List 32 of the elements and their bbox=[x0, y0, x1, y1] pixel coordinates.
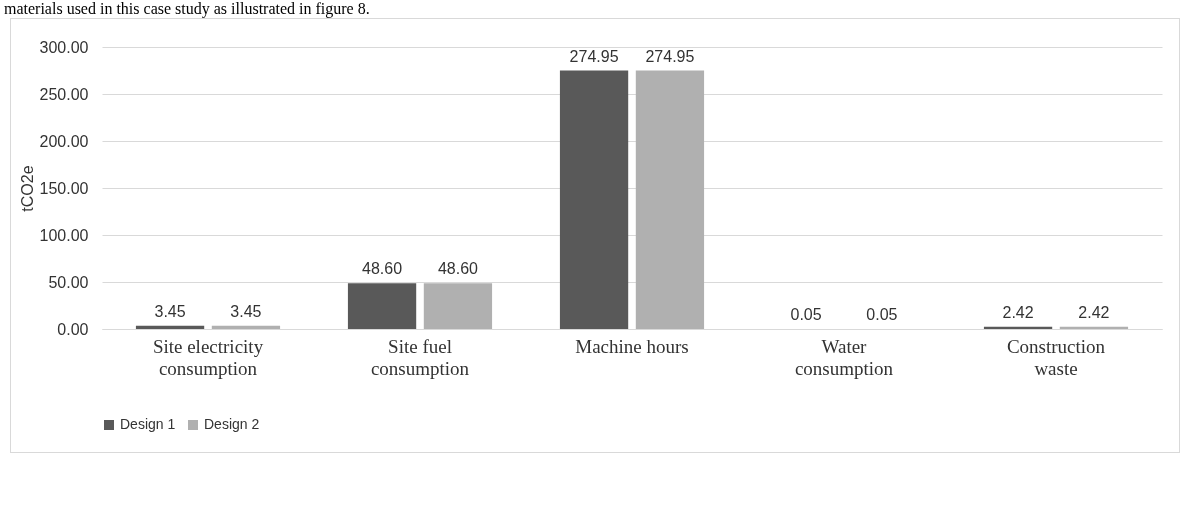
x-tick-label: Water consumption bbox=[794, 335, 894, 379]
data-label: 48.60 bbox=[437, 260, 479, 278]
bar bbox=[635, 70, 705, 329]
y-tick-label: 150.00 bbox=[39, 179, 89, 197]
text: materials used in this case study as illustrated in figure 8. bbox=[3, 0, 371, 18]
bar bbox=[211, 325, 281, 329]
bar bbox=[135, 325, 205, 329]
x-tick-label: Site fuel consumption bbox=[370, 335, 470, 379]
bar bbox=[423, 283, 493, 329]
x-tick-label: Site electricity consumption bbox=[152, 335, 264, 379]
legend-label: Design 2 bbox=[204, 416, 260, 432]
data-label: 0.05 bbox=[790, 305, 822, 323]
x-tick-label: Construction waste bbox=[1006, 335, 1106, 379]
y-tick-label: 250.00 bbox=[39, 85, 89, 103]
data-label: 3.45 bbox=[230, 302, 262, 320]
y-tick-label: 100.00 bbox=[39, 226, 89, 244]
legend-label: Design 1 bbox=[120, 416, 176, 432]
y-tick-label: 300.00 bbox=[39, 38, 89, 56]
bar bbox=[559, 70, 629, 329]
bar bbox=[347, 283, 417, 329]
data-label: 274.95 bbox=[569, 47, 619, 65]
x-tick-label: Machine hours bbox=[575, 335, 689, 357]
data-label: 3.45 bbox=[154, 302, 186, 320]
y-tick-label: 200.00 bbox=[39, 132, 89, 150]
y-tick-label: 0.00 bbox=[57, 320, 89, 338]
y-axis-title: tCO2e bbox=[18, 165, 36, 212]
data-label: 2.42 bbox=[1078, 303, 1110, 321]
data-label: 0.05 bbox=[866, 305, 898, 323]
data-label: 48.60 bbox=[362, 260, 403, 278]
data-label: 2.42 bbox=[1002, 303, 1034, 321]
data-label: 274.95 bbox=[645, 47, 695, 65]
y-tick-label: 50.00 bbox=[48, 273, 89, 291]
